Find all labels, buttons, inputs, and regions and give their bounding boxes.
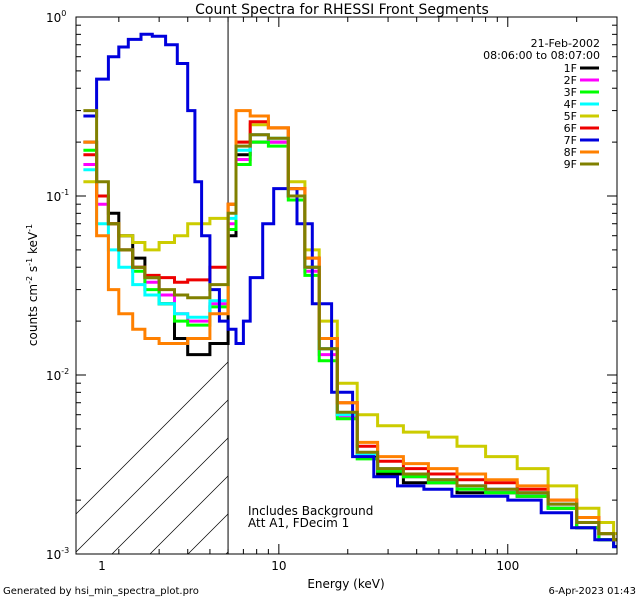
series-line-9f [83, 109, 617, 542]
series-line-6f [83, 120, 617, 542]
chart-title: Count Spectra for RHESSI Front Segments [195, 2, 489, 18]
series-line-5f [83, 123, 617, 536]
hatch-line [76, 399, 229, 553]
time-range-label: 08:06:00 to 08:07:00 [483, 49, 600, 62]
y-tick-label: 10-3 [46, 546, 69, 562]
legend-label-7f: 7F [564, 134, 577, 147]
series-lines [83, 32, 617, 549]
legend-label-1f: 1F [564, 62, 577, 75]
legend-label-9f: 9F [564, 158, 577, 171]
date-label: 21-Feb-2002 [531, 37, 600, 50]
y-axis-label: counts cm-2 s-1 keV-1 [25, 224, 40, 346]
legend-label-8f: 8F [564, 146, 577, 159]
series-line-4f [83, 133, 617, 542]
axis-ticks: 1 10 100 100 10-1 10-2 10-3 [46, 9, 618, 573]
x-axis-label: Energy (keV) [307, 577, 384, 591]
x-tick-label: 1 [98, 559, 106, 573]
excluded-region-hatch [76, 17, 640, 554]
legend-label-3f: 3F [564, 86, 577, 99]
series-line-8f [83, 109, 617, 542]
y-tick-label: 10-2 [46, 367, 69, 383]
legend-label-4f: 4F [564, 98, 577, 111]
footer-generated-by: Generated by hsi_min_spectra_plot.pro [3, 586, 199, 597]
series-line-7f [83, 32, 617, 549]
hatch-line [111, 437, 229, 554]
footer-timestamp: 6-Apr-2023 01:43 [549, 586, 636, 597]
x-tick-label: 100 [496, 559, 519, 573]
hatch-line [568, 17, 640, 554]
legend-label-6f: 6F [564, 122, 577, 135]
hatch-line [530, 17, 640, 554]
legend-label-2f: 2F [564, 74, 577, 87]
legend-label-5f: 5F [564, 110, 577, 123]
plot-frame [75, 16, 618, 555]
series-line-2f [83, 133, 617, 542]
annotation-background: Includes Background [248, 504, 373, 518]
hatch-line [606, 17, 640, 554]
annotation-attenuator: Att A1, FDecim 1 [248, 516, 349, 530]
y-tick-label: 10-1 [46, 188, 69, 204]
x-tick-label: 10 [271, 559, 286, 573]
hatch-line [76, 361, 229, 515]
y-tick-label: 100 [46, 9, 66, 25]
